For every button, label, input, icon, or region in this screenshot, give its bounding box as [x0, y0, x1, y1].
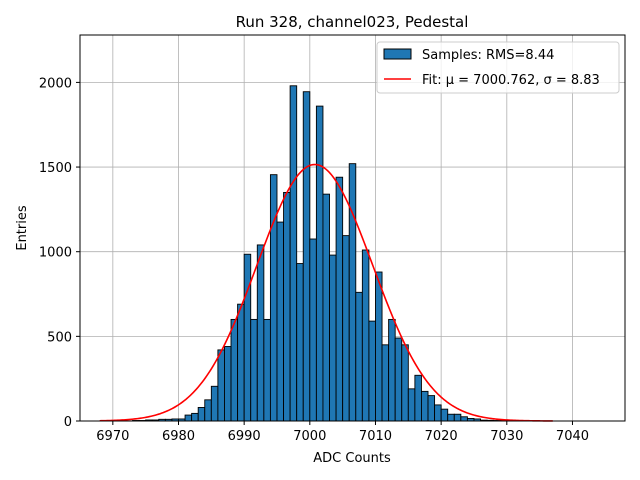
- y-tick-label: 1500: [39, 161, 72, 176]
- histogram-bar: [217, 349, 225, 422]
- histogram-bar: [204, 399, 212, 422]
- x-tick-label: 7020: [425, 429, 458, 444]
- histogram-bar: [407, 388, 416, 422]
- x-tick-label: 6990: [228, 429, 261, 444]
- histogram-bar: [224, 346, 232, 422]
- histogram-bar: [197, 407, 206, 422]
- histogram-bar: [355, 291, 363, 422]
- histogram-bars: [132, 85, 541, 422]
- legend-samples-label: Samples: RMS=8.44: [422, 48, 554, 63]
- y-tick-label: 500: [47, 330, 72, 345]
- histogram-bar: [348, 163, 357, 422]
- histogram-bar: [302, 91, 311, 422]
- histogram-bar: [230, 318, 239, 422]
- fit-layer: [99, 163, 553, 422]
- histogram-bar: [283, 191, 291, 422]
- legend: Samples: RMS=8.44 Fit: μ = 7000.762, σ =…: [376, 41, 620, 94]
- legend-frame: [376, 41, 620, 94]
- histogram-bar: [342, 235, 350, 422]
- histogram-bar: [440, 408, 449, 422]
- histogram-bar: [184, 414, 193, 422]
- histogram-bar: [237, 303, 245, 422]
- histogram-bar: [401, 344, 409, 422]
- histogram-bar: [447, 413, 455, 422]
- legend-samples-swatch: [383, 48, 412, 60]
- x-tick-label: 7040: [556, 429, 589, 444]
- y-tick-label: 0: [64, 415, 72, 430]
- histogram-bar: [250, 318, 258, 422]
- histogram-bar: [414, 374, 422, 422]
- histogram-bar: [427, 395, 436, 422]
- x-tick-label: 6980: [162, 429, 195, 444]
- histogram-bar: [309, 238, 317, 422]
- histogram-bar: [256, 244, 265, 422]
- x-tick-label: 7010: [359, 429, 392, 444]
- y-axis-title: Entries: [15, 205, 30, 251]
- plot-frame: [79, 34, 626, 422]
- histogram-bar: [361, 249, 370, 422]
- histogram-bar: [191, 412, 199, 422]
- histogram-bar: [243, 253, 252, 422]
- axes: 6970 6980 6990 7000 7010 7020 7030 7040 0 500 1000…: [39, 34, 626, 444]
- x-tick-label: 7030: [490, 429, 523, 444]
- x-axis-title: ADC Counts: [313, 451, 391, 466]
- histogram-bar: [453, 413, 462, 422]
- histogram-bar: [210, 385, 219, 422]
- histogram-bar: [269, 174, 278, 422]
- legend-fit-label: Fit: μ = 7000.762, σ = 8.83: [422, 73, 600, 88]
- histogram-bar: [296, 263, 304, 422]
- histogram-bar: [394, 337, 403, 422]
- histogram-bar: [276, 221, 285, 422]
- histogram-bar: [434, 404, 442, 422]
- histogram-bar: [289, 85, 298, 422]
- histogram-bar: [322, 193, 330, 422]
- y-tick-label: 2000: [39, 76, 72, 91]
- fit-curve: [99, 163, 553, 422]
- histogram-bar: [335, 176, 344, 422]
- x-tick-label: 7000: [293, 429, 326, 444]
- histogram-bar: [420, 390, 429, 422]
- histogram-bar: [388, 318, 396, 422]
- histogram-bar: [375, 271, 383, 422]
- x-tick-label: 6970: [96, 429, 129, 444]
- histogram-bar: [263, 318, 271, 422]
- chart-title: Run 328, channel023, Pedestal: [236, 13, 469, 31]
- histogram-bar: [329, 254, 337, 422]
- y-tick-label: 1000: [39, 246, 72, 261]
- histogram-bar: [368, 320, 376, 422]
- histogram-bar: [315, 105, 324, 422]
- histogram-bar: [381, 344, 390, 422]
- histogram-bar: [460, 416, 468, 422]
